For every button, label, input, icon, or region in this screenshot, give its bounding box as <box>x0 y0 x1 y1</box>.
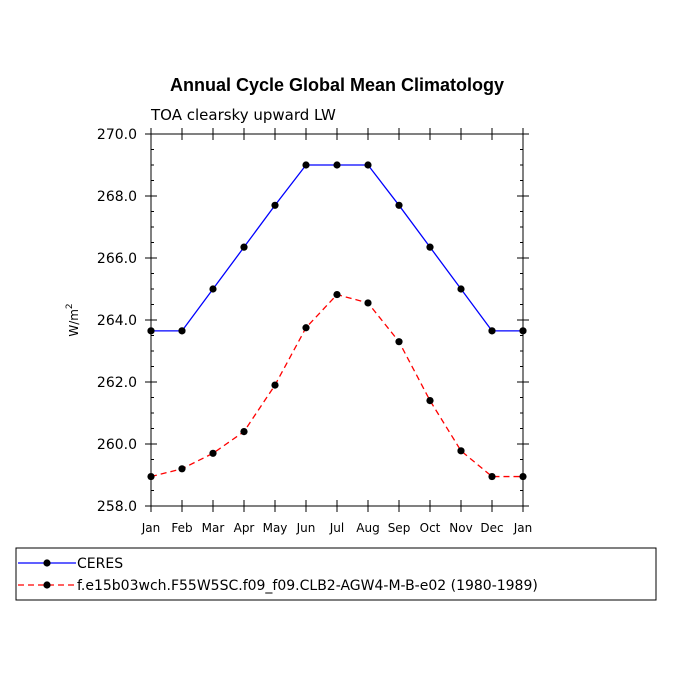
chart-title: Annual Cycle Global Mean Climatology <box>170 75 504 95</box>
x-tick-label: Jun <box>296 521 316 535</box>
legend-label-1: CERES <box>77 556 123 572</box>
series-1-point <box>395 201 403 209</box>
series-1-point <box>209 285 217 293</box>
y-tick-label: 268.0 <box>97 189 137 205</box>
series-2-point <box>364 299 372 307</box>
x-tick-label: Jan <box>513 521 533 535</box>
x-tick-label: Sep <box>388 521 411 535</box>
series-2-point <box>147 472 155 481</box>
series-1-point <box>488 327 496 335</box>
legend-marker-1 <box>43 559 51 567</box>
legend-marker-2 <box>43 581 51 589</box>
series-1-point <box>147 327 155 335</box>
series-2-point <box>519 472 527 481</box>
chart-subtitle: TOA clearsky upward LW <box>150 106 336 124</box>
y-tick-label: 262.0 <box>97 375 137 391</box>
series-1-point <box>178 327 186 335</box>
x-tick-label: Jan <box>141 521 161 535</box>
y-axis-label-superscript: 2 <box>65 303 75 309</box>
series-1-point <box>333 161 341 169</box>
series-2-point <box>488 472 496 481</box>
y-axis-label-text: W/m <box>67 309 81 337</box>
series-1-point <box>240 243 248 251</box>
y-axis-label: W/m2 <box>65 303 81 336</box>
series-2-point <box>240 428 248 436</box>
series-2-point <box>426 397 434 405</box>
series-1-point <box>457 285 465 293</box>
x-tick-label: Mar <box>202 521 225 535</box>
y-tick-label: 264.0 <box>97 313 137 329</box>
x-tick-label: Nov <box>449 521 472 535</box>
x-tick-label: Aug <box>356 521 379 535</box>
x-tick-label: Feb <box>171 521 192 535</box>
series-1-point <box>271 201 279 209</box>
x-tick-label: Apr <box>234 521 255 535</box>
legend: CERES f.e15b03wch.F55W5SC.f09_f09.CLB2-AG… <box>18 556 538 594</box>
series-layer <box>147 161 527 481</box>
series-1-point <box>426 243 434 251</box>
series-2-point <box>271 381 279 389</box>
series-2-point <box>457 447 465 455</box>
axis-ticks <box>145 128 529 512</box>
series-1-point <box>519 327 527 335</box>
x-tick-label: Dec <box>480 521 503 535</box>
series-2-point <box>395 338 403 346</box>
legend-box <box>15 547 657 601</box>
y-tick-label: 270.0 <box>97 127 137 143</box>
legend-label-2: f.e15b03wch.F55W5SC.f09_f09.CLB2-AGW4-M-… <box>77 578 538 594</box>
x-tick-label: Jul <box>329 521 344 535</box>
x-tick-label: May <box>263 521 288 535</box>
y-tick-label: 260.0 <box>97 437 137 453</box>
y-tick-label: 266.0 <box>97 251 137 267</box>
series-line-2 <box>150 293 523 478</box>
x-tick-labels: Jan Feb Mar Apr May Jun Jul Aug Sep Oct Nov Dec Jan <box>141 521 533 535</box>
x-tick-label: Oct <box>420 521 441 535</box>
svg-text:W/m2: W/m2 <box>65 303 81 336</box>
series-line-1 <box>151 164 523 332</box>
series-2-point <box>333 290 341 299</box>
plot-frame <box>150 133 524 507</box>
series-1-point <box>302 161 310 169</box>
series-1-point <box>364 161 372 169</box>
y-tick-labels: 258.0 260.0 262.0 264.0 266.0 268.0 270.0 <box>97 127 137 515</box>
series-2-point <box>302 324 310 332</box>
series-2-point <box>209 449 217 457</box>
y-tick-label: 258.0 <box>97 499 137 515</box>
series-2-point <box>178 465 186 473</box>
